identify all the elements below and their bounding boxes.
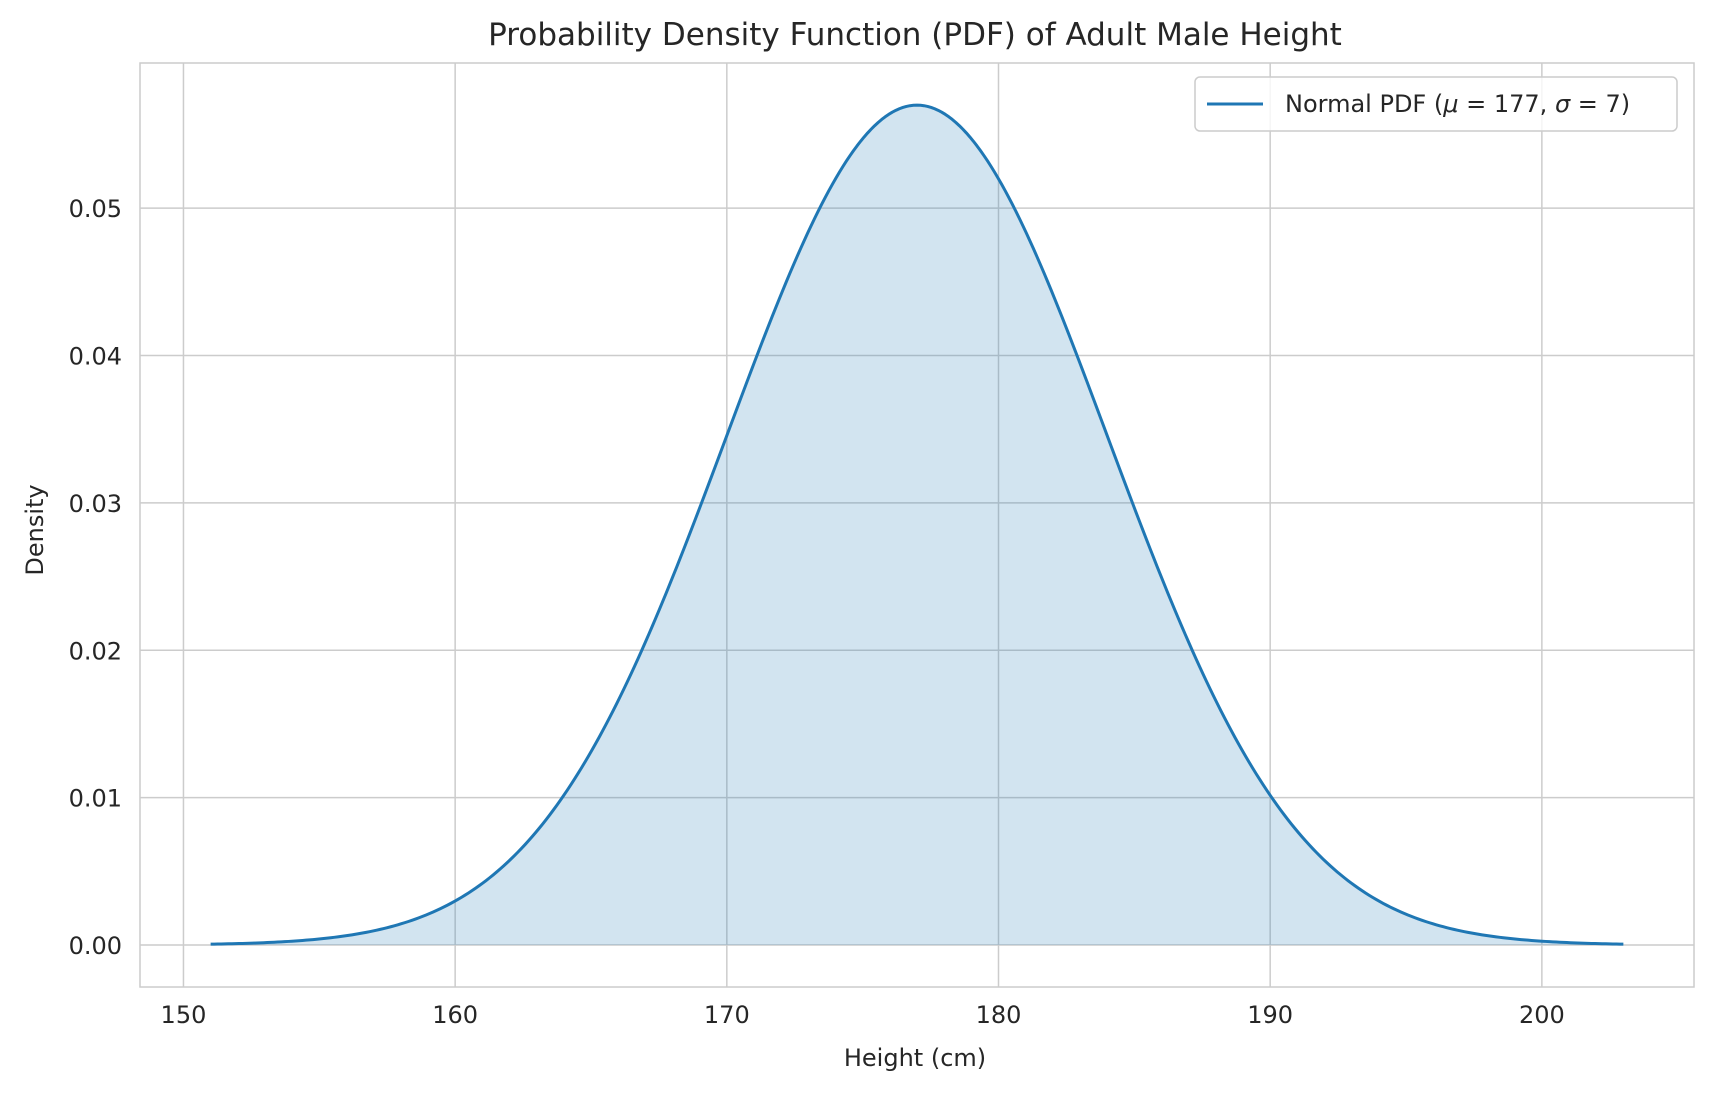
y-tick-label: 0.01 bbox=[69, 785, 122, 813]
x-axis-label: Height (cm) bbox=[844, 1044, 986, 1072]
y-tick-label: 0.04 bbox=[69, 343, 122, 371]
legend-entry-normal-pdf: Normal PDF (μ = 177, σ = 7) bbox=[1285, 90, 1630, 118]
x-tick-label: 160 bbox=[432, 1001, 478, 1029]
pdf-area-fill bbox=[210, 105, 1624, 946]
y-tick-labels: 0.00 0.01 0.02 0.03 0.04 0.05 bbox=[69, 195, 122, 960]
y-tick-label: 0.02 bbox=[69, 637, 122, 665]
series-line-layer bbox=[210, 103, 1624, 946]
y-tick-label: 0.00 bbox=[69, 932, 122, 960]
grid bbox=[140, 63, 1694, 987]
pdf-series-line bbox=[210, 103, 1624, 946]
y-tick-label: 0.03 bbox=[69, 490, 122, 518]
x-tick-label: 150 bbox=[161, 1001, 207, 1029]
x-tick-label: 200 bbox=[1519, 1001, 1565, 1029]
legend-box bbox=[1194, 76, 1678, 132]
y-axis-label: Density bbox=[21, 484, 49, 575]
y-tick-label: 0.05 bbox=[69, 195, 122, 223]
chart-title: Probability Density Function (PDF) of Ad… bbox=[488, 17, 1342, 53]
x-tick-label: 180 bbox=[976, 1001, 1022, 1029]
plot-frame bbox=[139, 62, 1695, 988]
legend: Normal PDF (μ = 177, σ = 7) bbox=[1194, 76, 1678, 132]
area-fill-layer bbox=[210, 105, 1624, 946]
x-tick-label: 190 bbox=[1247, 1001, 1293, 1029]
x-tick-label: 170 bbox=[704, 1001, 750, 1029]
x-tick-labels: 150 160 170 180 190 200 bbox=[161, 1001, 1565, 1029]
